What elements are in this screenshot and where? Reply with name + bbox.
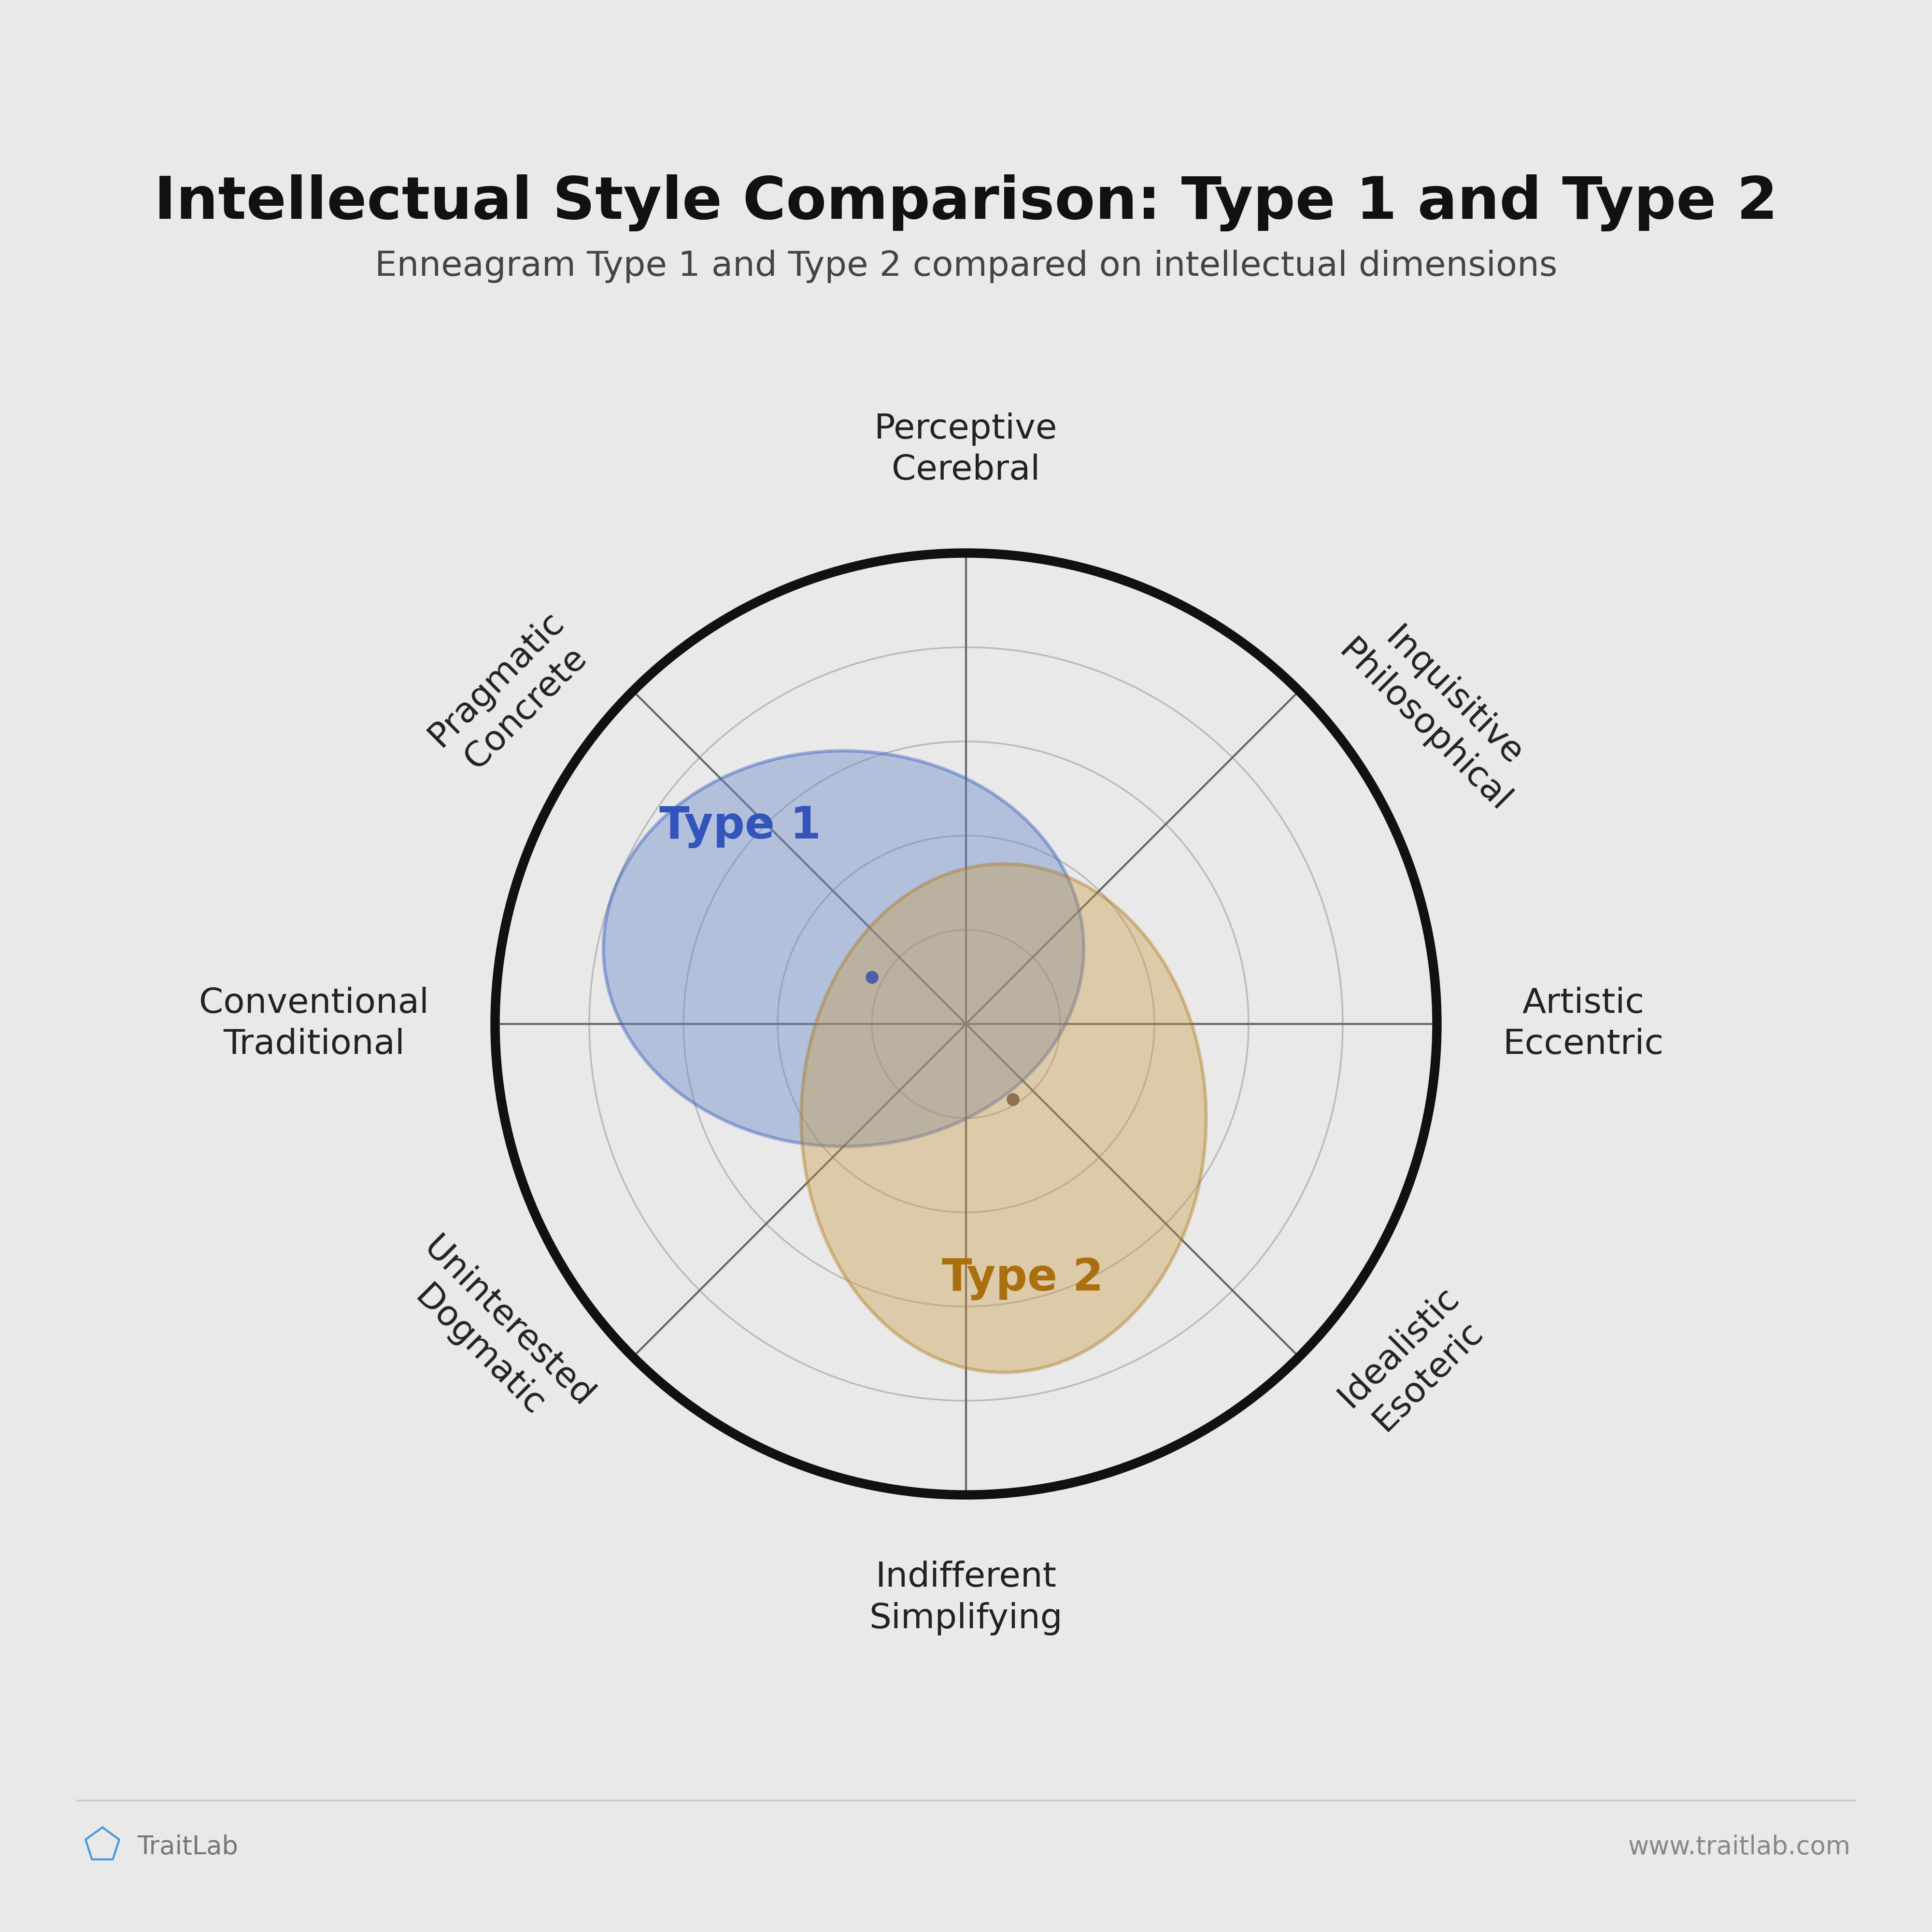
Text: TraitLab: TraitLab	[137, 1835, 238, 1859]
Text: Type 2: Type 2	[941, 1256, 1103, 1300]
Text: Intellectual Style Comparison: Type 1 and Type 2: Intellectual Style Comparison: Type 1 an…	[155, 174, 1777, 232]
Text: Perceptive
Cerebral: Perceptive Cerebral	[875, 413, 1057, 487]
Text: Type 1: Type 1	[659, 804, 821, 848]
Text: Uninterested
Dogmatic: Uninterested Dogmatic	[388, 1231, 599, 1443]
Text: Artistic
Eccentric: Artistic Eccentric	[1503, 987, 1663, 1061]
Text: Inquisitive
Philosophical: Inquisitive Philosophical	[1333, 605, 1546, 819]
Text: Enneagram Type 1 and Type 2 compared on intellectual dimensions: Enneagram Type 1 and Type 2 compared on …	[375, 249, 1557, 284]
Text: Pragmatic
Concrete: Pragmatic Concrete	[423, 605, 599, 782]
Text: Indifferent
Simplifying: Indifferent Simplifying	[869, 1561, 1063, 1634]
Ellipse shape	[802, 864, 1206, 1372]
Text: www.traitlab.com: www.traitlab.com	[1629, 1835, 1851, 1859]
Text: Idealistic
Esoteric: Idealistic Esoteric	[1333, 1281, 1495, 1443]
Text: Conventional
Traditional: Conventional Traditional	[199, 987, 429, 1061]
Ellipse shape	[603, 752, 1084, 1146]
